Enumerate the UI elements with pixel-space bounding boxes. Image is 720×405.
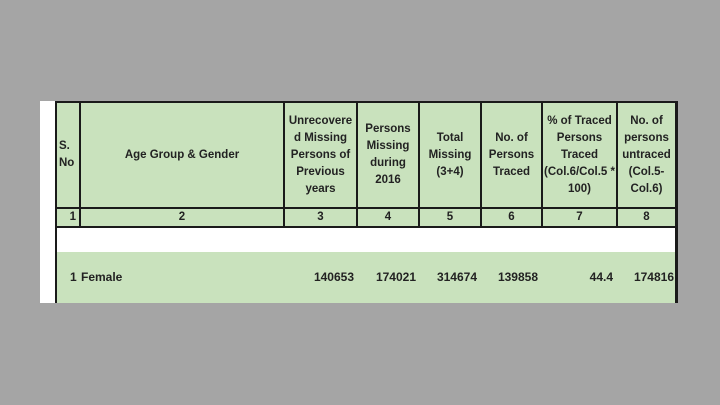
header-age-group: Age Group & Gender	[79, 101, 285, 209]
table-left-border	[55, 227, 57, 303]
cell-pct-traced: 44.4	[589, 270, 613, 284]
header-untraced: No. of persons untraced (Col.5- Col.6)	[616, 101, 678, 209]
header-sno: S. No	[55, 101, 81, 209]
colnum-8: 8	[616, 207, 678, 228]
colnum-4: 4	[356, 207, 420, 228]
table-row	[57, 252, 675, 303]
cell-traced: 139858	[497, 270, 538, 284]
header-unrecovered: Unrecovere d Missing Persons of Previous…	[283, 101, 358, 209]
header-missing-2016: Persons Missing during 2016	[356, 101, 420, 209]
colnum-2: 2	[79, 207, 285, 228]
header-total-missing: Total Missing (3+4)	[418, 101, 482, 209]
cell-missing-2016: 174021	[375, 270, 416, 284]
colnum-3: 3	[283, 207, 358, 228]
colnum-6: 6	[480, 207, 543, 228]
cell-total: 314674	[436, 270, 477, 284]
header-pct-traced: % of Traced Persons Traced (Col.6/Col.5 …	[541, 101, 618, 209]
table-right-border	[675, 227, 678, 303]
colnum-1: 1	[55, 207, 81, 228]
cell-unrecovered: 140653	[313, 270, 354, 284]
colnum-5: 5	[418, 207, 482, 228]
cell-sno: 1	[70, 270, 77, 284]
cell-group: Female	[81, 270, 123, 284]
cell-untraced: 174816	[633, 270, 674, 284]
colnum-7: 7	[541, 207, 618, 228]
header-traced: No. of Persons Traced	[480, 101, 543, 209]
